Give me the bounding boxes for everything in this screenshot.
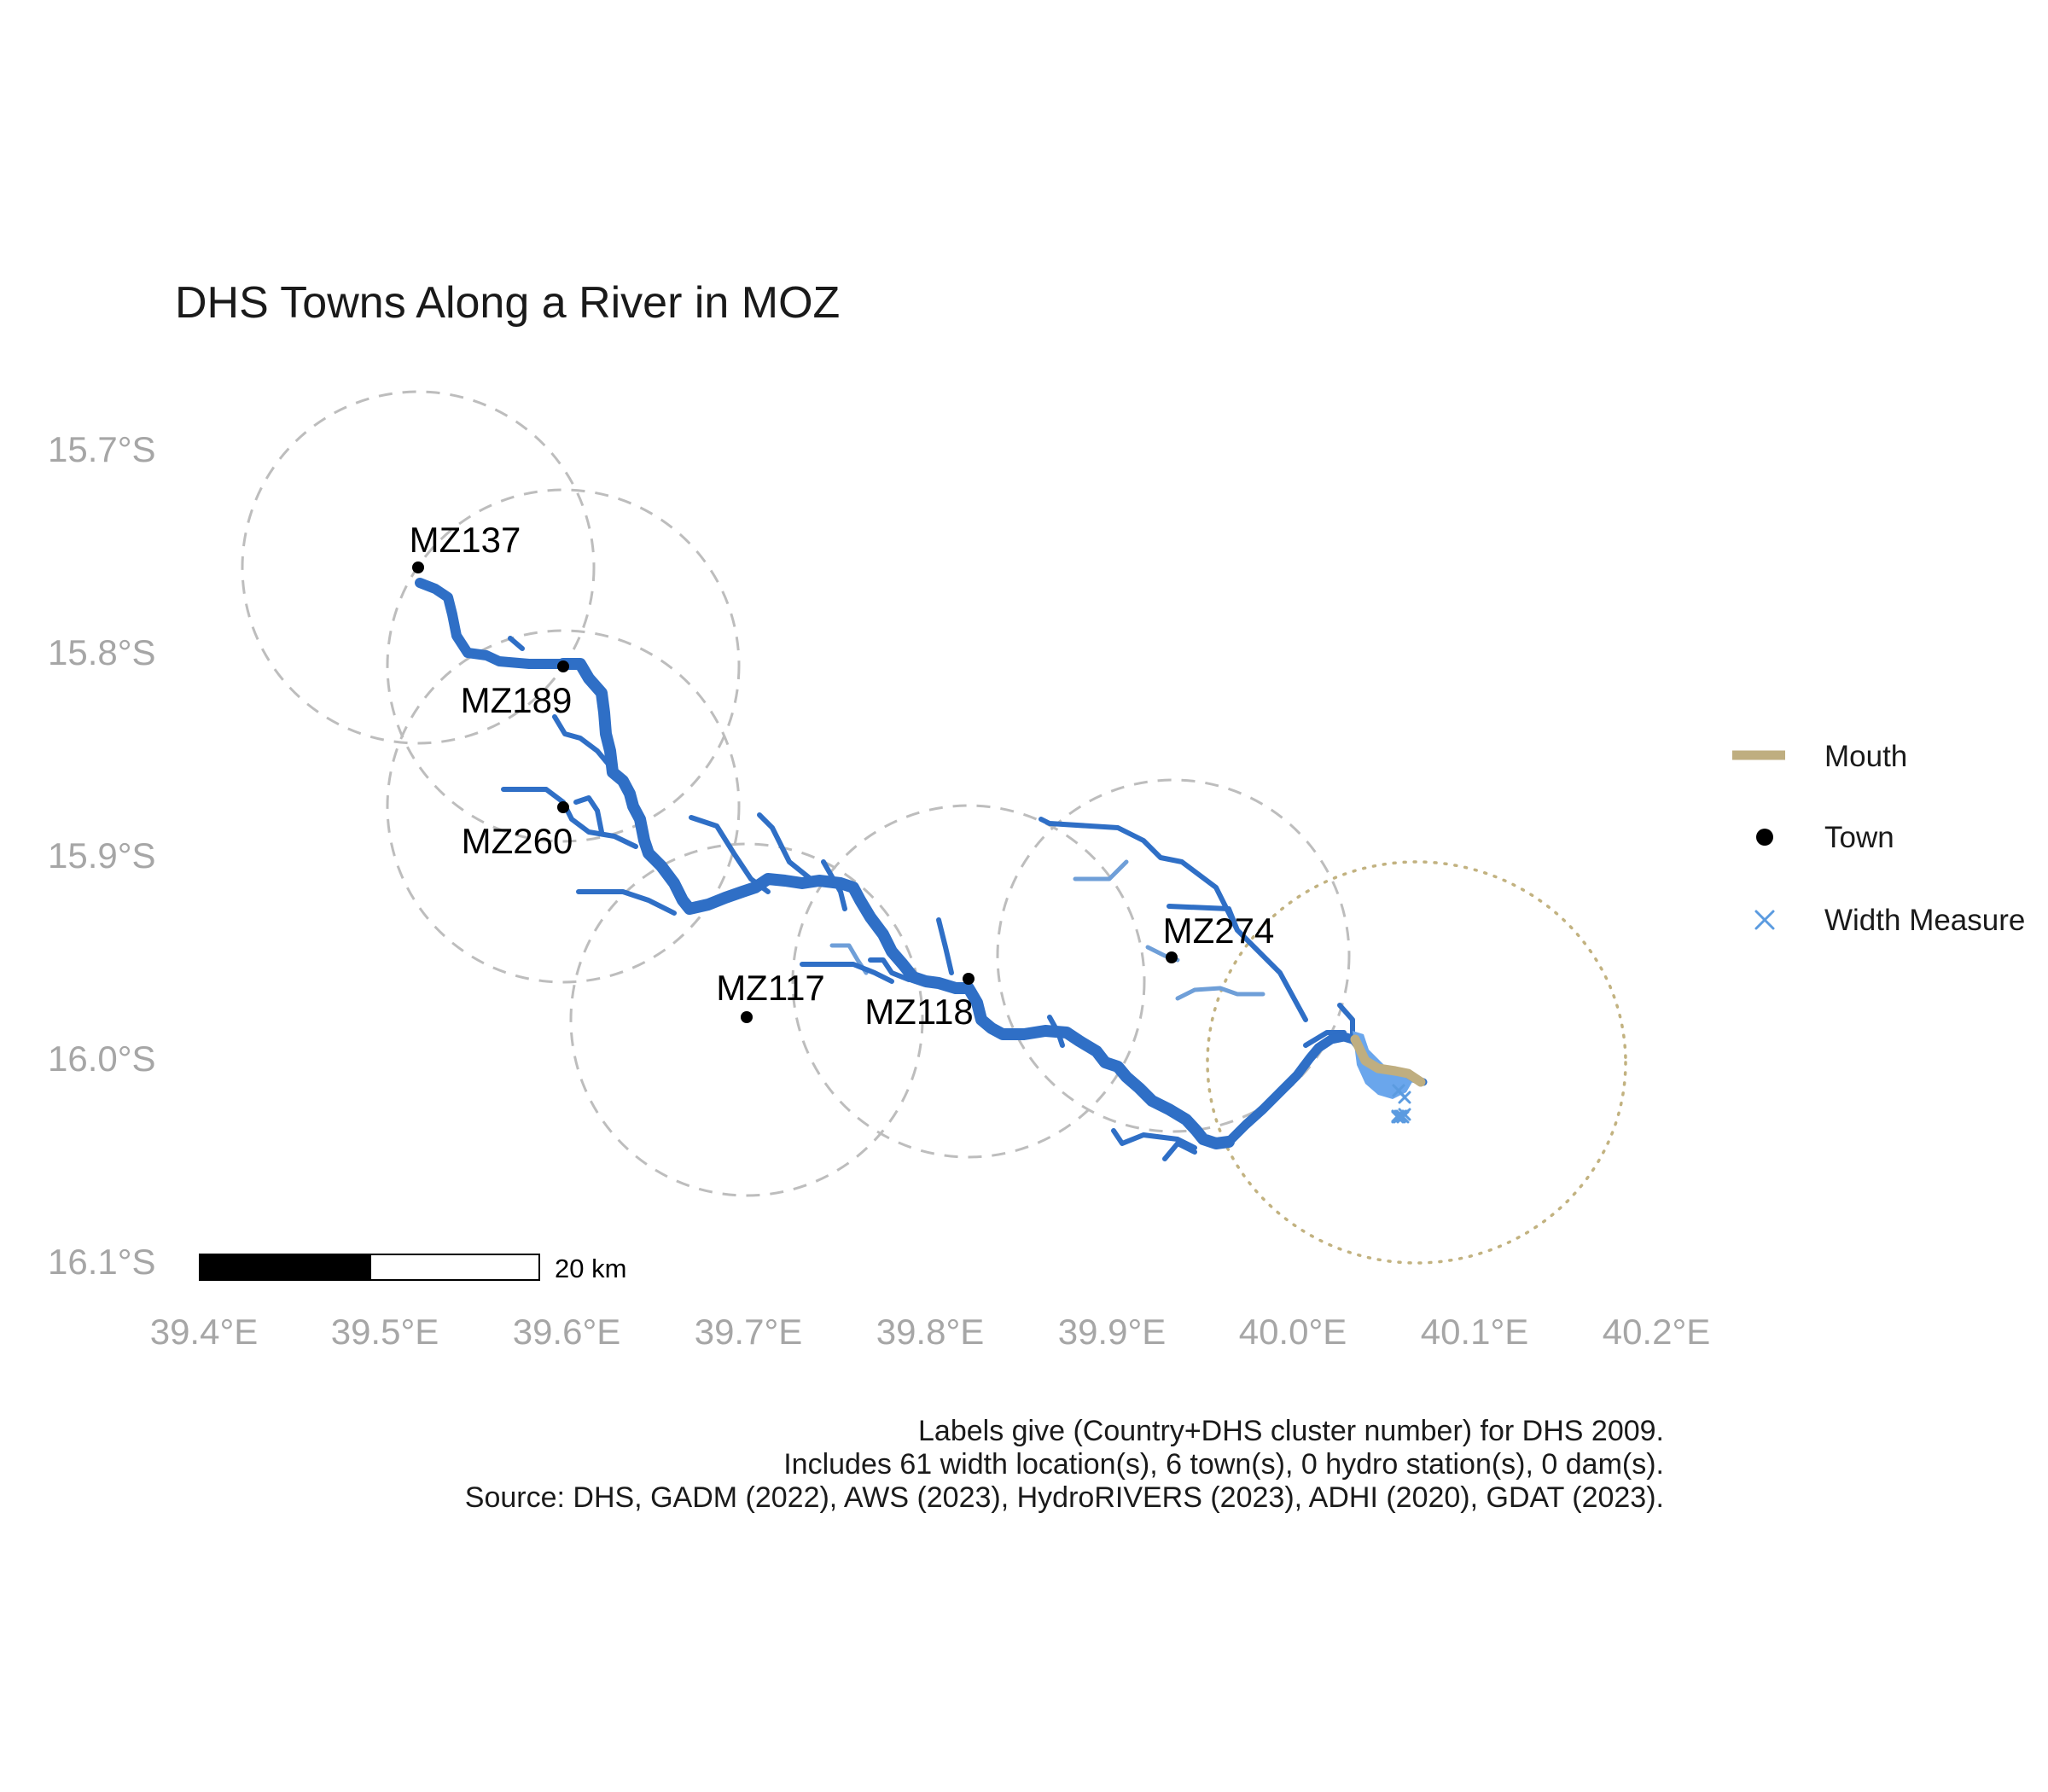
legend-width-measure-swatch: [1754, 910, 1775, 930]
town-buffers: [241, 390, 1627, 1265]
scale-bar-label: 20 km: [555, 1254, 626, 1283]
legend-width-measure-label: Width Measure: [1824, 904, 2025, 937]
caption: Labels give (Country+DHS cluster number)…: [465, 1415, 1664, 1514]
caption-line: Labels give (Country+DHS cluster number)…: [918, 1415, 1664, 1447]
tributary-line: [1337, 1003, 1355, 1039]
scale-bar-empty-segment: [369, 1254, 540, 1281]
towns: MZ137 MZ189 MZ260 MZ117 MZ118 MZ274: [410, 520, 1275, 1032]
y-tick-label: 15.7°S: [48, 429, 156, 469]
caption-line: Includes 61 width location(s), 6 town(s)…: [783, 1448, 1664, 1481]
legend-town-swatch: [1756, 829, 1773, 846]
x-tick-label: 39.9°E: [1058, 1312, 1167, 1352]
tributary-line: [552, 714, 613, 769]
town-buffer-circle: [569, 842, 924, 1197]
tributary-line: [936, 917, 954, 975]
tributary-line: [508, 636, 525, 651]
x-tick-label: 39.4°E: [150, 1312, 259, 1352]
x-tick-label: 40.0°E: [1239, 1312, 1347, 1352]
x-tick-label: 40.2°E: [1603, 1312, 1711, 1352]
river-channel: [1224, 1032, 1358, 1147]
town-label: MZ274: [1163, 911, 1275, 951]
town-marker: [557, 660, 569, 672]
town-buffer-circle: [996, 778, 1351, 1133]
town-buffer-circle: [386, 629, 741, 984]
river-channel: [557, 658, 1235, 1149]
y-tick-label: 15.8°S: [48, 632, 156, 672]
tributary-line: [1162, 1141, 1197, 1161]
mouth-buffer-circle: [1206, 860, 1627, 1265]
town-marker: [963, 973, 975, 985]
scale-bar: 20 km: [199, 1254, 626, 1283]
town-label: MZ189: [461, 680, 573, 720]
town-buffer-circle: [241, 390, 596, 745]
caption-line: Source: DHS, GADM (2022), AWS (2023), Hy…: [465, 1481, 1664, 1514]
town-label: MZ137: [410, 520, 521, 560]
town-buffer-circle: [386, 488, 741, 843]
tributaries: [501, 636, 1355, 1161]
map-title: DHS Towns Along a River in MOZ: [175, 278, 840, 328]
tributary-line: [1175, 986, 1265, 1001]
tributary-line: [576, 889, 677, 916]
town-marker: [557, 801, 569, 813]
tributary-line: [757, 812, 813, 881]
tributary-line: [821, 859, 847, 911]
town-marker: [741, 1011, 753, 1023]
width-measures: [1391, 1084, 1411, 1124]
width-measure-marker: [1396, 1110, 1410, 1124]
town-marker: [1166, 951, 1178, 963]
scale-bar-filled-segment: [199, 1254, 371, 1281]
x-tick-label: 40.1°E: [1421, 1312, 1529, 1352]
x-tick-label: 39.5°E: [331, 1312, 439, 1352]
tributary-line: [501, 787, 638, 849]
x-axis: 39.4°E 39.5°E 39.6°E 39.7°E 39.8°E 39.9°…: [150, 1312, 1711, 1352]
legend: Mouth Town Width Measure: [1732, 740, 2025, 937]
tributary-line: [1039, 817, 1308, 1022]
x-tick-label: 39.7°E: [695, 1312, 803, 1352]
y-tick-label: 15.9°S: [48, 835, 156, 876]
town-marker: [412, 561, 424, 573]
x-tick-label: 39.6°E: [513, 1312, 621, 1352]
tributary-line: [1303, 1030, 1347, 1048]
x-tick-label: 39.8°E: [876, 1312, 985, 1352]
town-buffer-circle: [791, 804, 1146, 1159]
y-tick-label: 16.1°S: [48, 1242, 156, 1282]
y-tick-label: 16.0°S: [48, 1039, 156, 1079]
legend-mouth-label: Mouth: [1824, 740, 1907, 773]
main-river: [415, 578, 1428, 1149]
tributary-line: [573, 795, 604, 835]
town-label: MZ118: [864, 992, 974, 1032]
width-measure-marker: [1398, 1091, 1411, 1104]
tributary-line: [800, 962, 894, 984]
tributary-line: [1167, 904, 1240, 933]
tributary-line: [868, 957, 911, 982]
tributary-line: [1073, 859, 1129, 881]
legend-town-label: Town: [1824, 821, 1894, 854]
river-channel: [415, 578, 568, 669]
town-label: MZ260: [462, 821, 573, 861]
river-mouth-line: [1350, 1034, 1426, 1087]
y-axis: 15.7°S 15.8°S 15.9°S 16.0°S 16.1°S: [48, 429, 156, 1282]
town-label: MZ117: [716, 968, 825, 1008]
tributary-line: [1111, 1128, 1197, 1150]
